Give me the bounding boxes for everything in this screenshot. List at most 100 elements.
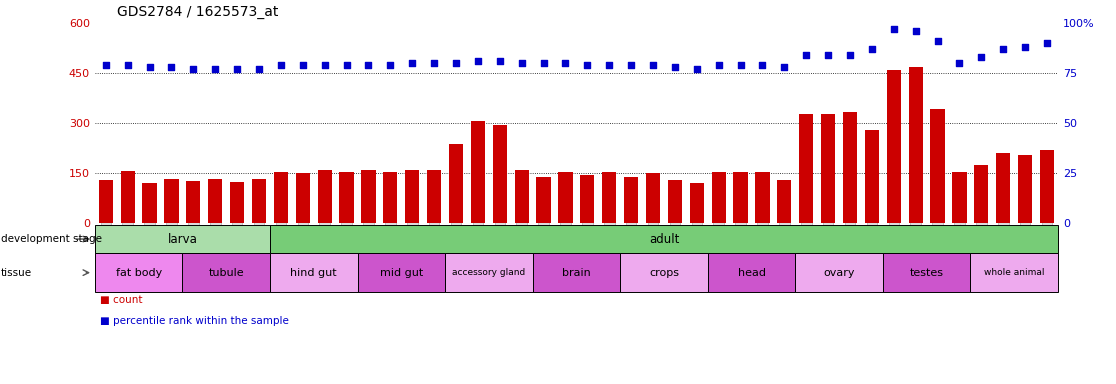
Bar — [558, 172, 573, 223]
Bar — [471, 121, 485, 223]
Bar — [821, 114, 835, 223]
Bar — [252, 179, 266, 223]
Point — [250, 66, 268, 72]
Bar — [209, 179, 222, 223]
Point — [184, 66, 202, 72]
Point — [163, 64, 181, 70]
Bar — [777, 180, 791, 223]
Point — [951, 60, 969, 66]
Point — [819, 52, 837, 58]
Point — [644, 62, 662, 68]
Text: larva: larva — [167, 233, 198, 245]
Bar — [186, 181, 201, 223]
Text: brain: brain — [562, 268, 590, 278]
Point — [863, 46, 881, 52]
Point — [359, 62, 377, 68]
Point — [929, 38, 946, 44]
Text: ovary: ovary — [824, 268, 855, 278]
Bar — [931, 109, 944, 223]
Point — [753, 62, 771, 68]
Bar — [843, 112, 857, 223]
Point — [710, 62, 728, 68]
Point — [994, 46, 1012, 52]
Bar — [1018, 156, 1032, 223]
Point — [666, 64, 684, 70]
Point — [535, 60, 552, 66]
Text: GDS2784 / 1625573_at: GDS2784 / 1625573_at — [117, 5, 279, 19]
Bar — [667, 180, 682, 223]
Text: adult: adult — [648, 233, 680, 245]
Point — [1038, 40, 1056, 46]
Bar — [405, 170, 420, 223]
Bar — [624, 177, 638, 223]
Bar — [492, 125, 507, 223]
Bar — [273, 172, 288, 223]
Bar — [733, 172, 748, 223]
Bar — [952, 172, 966, 223]
Point — [797, 52, 815, 58]
Point — [118, 62, 136, 68]
Point — [972, 54, 990, 60]
Bar — [799, 114, 814, 223]
Text: tubule: tubule — [209, 268, 244, 278]
Bar — [427, 170, 441, 223]
Point — [97, 62, 115, 68]
Bar — [690, 184, 704, 223]
Bar — [230, 182, 244, 223]
Point — [776, 64, 793, 70]
Point — [403, 60, 421, 66]
Point — [687, 66, 705, 72]
Point — [578, 62, 596, 68]
Text: ■ percentile rank within the sample: ■ percentile rank within the sample — [100, 316, 289, 326]
Point — [907, 28, 925, 34]
Point — [1017, 44, 1035, 50]
Bar — [865, 130, 879, 223]
Bar — [603, 172, 616, 223]
Bar — [143, 184, 156, 223]
Bar — [339, 172, 354, 223]
Point — [294, 62, 311, 68]
Point — [338, 62, 356, 68]
Point — [228, 66, 246, 72]
Bar — [756, 172, 770, 223]
Bar — [997, 154, 1010, 223]
Point — [732, 62, 750, 68]
Text: hind gut: hind gut — [290, 268, 337, 278]
Bar — [121, 171, 135, 223]
Bar — [537, 177, 550, 223]
Bar — [383, 172, 397, 223]
Point — [491, 58, 509, 64]
Bar — [974, 166, 989, 223]
Point — [600, 62, 618, 68]
Point — [206, 66, 224, 72]
Bar — [646, 174, 661, 223]
Text: development stage: development stage — [1, 234, 103, 244]
Text: whole animal: whole animal — [984, 268, 1045, 277]
Point — [272, 62, 290, 68]
Text: testes: testes — [910, 268, 944, 278]
Point — [382, 62, 400, 68]
Point — [512, 60, 530, 66]
Bar — [296, 174, 310, 223]
Bar — [908, 67, 923, 223]
Bar — [449, 144, 463, 223]
Text: head: head — [738, 268, 766, 278]
Point — [469, 58, 487, 64]
Bar — [580, 175, 595, 223]
Bar — [318, 170, 331, 223]
Bar — [1040, 150, 1055, 223]
Point — [448, 60, 465, 66]
Bar — [362, 170, 376, 223]
Point — [141, 64, 158, 70]
Point — [425, 60, 443, 66]
Point — [841, 52, 859, 58]
Text: accessory gland: accessory gland — [452, 268, 526, 277]
Bar — [164, 179, 179, 223]
Point — [316, 62, 334, 68]
Text: ■ count: ■ count — [100, 295, 143, 305]
Point — [623, 62, 641, 68]
Bar — [98, 180, 113, 223]
Text: crops: crops — [650, 268, 679, 278]
Point — [885, 26, 903, 32]
Bar — [887, 70, 901, 223]
